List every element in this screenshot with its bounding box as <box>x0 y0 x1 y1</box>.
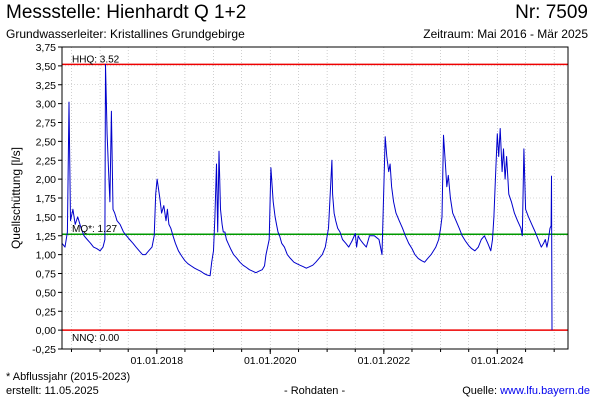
y-tick-label: 3,00 <box>36 99 57 111</box>
y-axis-label: Quellschüttung [l/s] <box>9 147 23 249</box>
created-date: erstellt: 11.05.2025 <box>6 385 99 397</box>
y-tick-label: 1,00 <box>36 250 57 262</box>
y-tick-label: 0,50 <box>36 287 57 299</box>
y-tick-label: 2,50 <box>36 136 57 148</box>
y-tick-label: 3,25 <box>36 80 57 92</box>
page-title: Messstelle: Hienhardt Q 1+2 <box>6 2 247 23</box>
y-tick-label: 0,75 <box>36 269 57 281</box>
y-tick-label: 1,25 <box>36 231 57 243</box>
series-line-group <box>61 63 553 331</box>
y-tick-label: 3,50 <box>36 61 57 73</box>
reference-lines <box>62 63 568 331</box>
source-credit: Quelle: www.lfu.bayern.de <box>462 385 590 397</box>
y-tick-label: 2,75 <box>36 118 57 130</box>
grid-lines <box>62 46 568 350</box>
x-tick-label: 01.01.2022 <box>358 355 411 367</box>
y-tick-label: 1,75 <box>36 193 57 205</box>
station-number: Nr: 7509 <box>515 2 588 23</box>
x-axis: 01.01.2018 01.01.2020 01.01.2022 01.01.2024 <box>70 349 555 367</box>
reference-label: MQ*: 1.27 <box>72 224 117 235</box>
y-tick-label: 1,50 <box>36 212 57 224</box>
y-tick-label: 2,00 <box>36 174 57 186</box>
source-label: Quelle: <box>462 385 501 397</box>
x-tick-label: 01.01.2018 <box>131 355 184 367</box>
aquifer-subtitle: Grundwasserleiter: Kristallines Grundgeb… <box>6 27 245 41</box>
reference-label: NNQ: 0.00 <box>72 333 120 344</box>
y-tick-label: -0,25 <box>32 344 56 356</box>
reference-labels: HHQ: 3.52 MQ*: 1.27 NNQ: 0.00 <box>72 54 120 344</box>
y-axis: -0,25 0,00 0,25 0,50 0,75 1,00 1,25 1,50 1,75 2,0… <box>32 42 62 356</box>
source-link[interactable]: www.lfu.bayern.de <box>500 385 590 397</box>
y-tick-label: 3,75 <box>36 42 57 54</box>
period-label: Zeitraum: Mai 2016 - Mär 2025 <box>423 27 588 41</box>
y-tick-label: 0,00 <box>36 325 57 337</box>
y-tick-label: 2,25 <box>36 155 57 167</box>
raw-data-label: - Rohdaten - <box>284 385 346 397</box>
y-tick-label: 0,25 <box>36 306 57 318</box>
footnote: * Abflussjahr (2015-2023) <box>6 371 131 383</box>
reference-label: HHQ: 3.52 <box>72 54 120 65</box>
x-tick-label: 01.01.2024 <box>471 355 524 367</box>
x-tick-label: 01.01.2020 <box>244 355 297 367</box>
series-line <box>61 63 553 331</box>
